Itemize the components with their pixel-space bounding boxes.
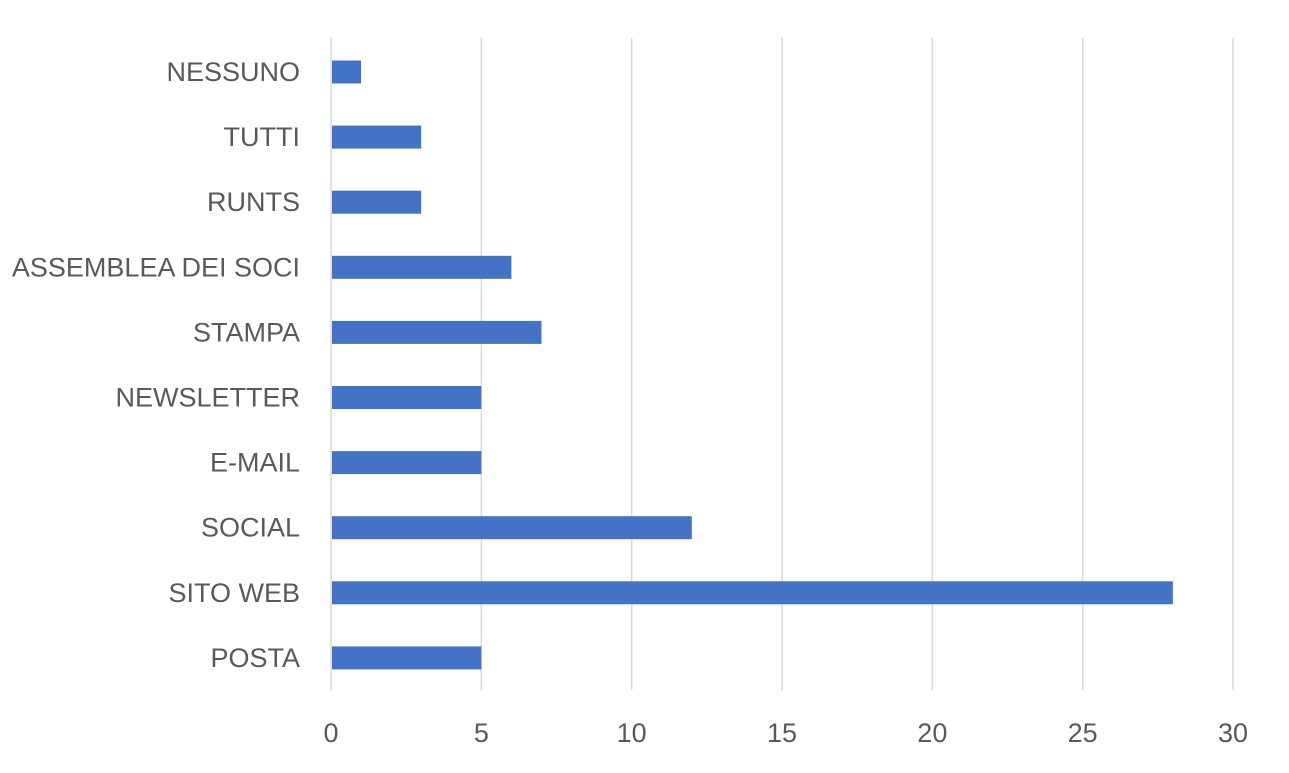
bar-social bbox=[332, 516, 692, 540]
category-label: NEWSLETTER bbox=[115, 383, 300, 413]
bar-layer bbox=[332, 60, 1173, 670]
bar-tutti bbox=[332, 125, 422, 149]
category-label: POSTA bbox=[210, 643, 300, 673]
category-label: STAMPA bbox=[193, 317, 300, 347]
category-label: E-MAIL bbox=[210, 448, 300, 478]
bar-posta bbox=[332, 646, 482, 670]
bar-runts bbox=[332, 190, 422, 214]
x-tick-label: 5 bbox=[474, 718, 489, 748]
grid-layer bbox=[330, 38, 1234, 690]
x-tick-label: 20 bbox=[917, 718, 947, 748]
label-layer: 0 5 10 15 20 25 30 NESSUNO TUTTI RUNTS ASSEMBLEA D… bbox=[12, 57, 1248, 748]
category-label: NESSUNO bbox=[166, 57, 300, 87]
x-tick-label: 30 bbox=[1218, 718, 1248, 748]
bar-nessuno bbox=[332, 60, 362, 84]
x-tick-label: 10 bbox=[617, 718, 647, 748]
category-label: ASSEMBLEA DEI SOCI bbox=[12, 252, 300, 282]
bar-e-mail bbox=[332, 451, 482, 475]
bar-assemblea-dei-soci bbox=[332, 255, 512, 279]
x-tick-label: 25 bbox=[1068, 718, 1098, 748]
category-label: SITO WEB bbox=[168, 578, 300, 608]
category-label: TUTTI bbox=[224, 122, 300, 152]
category-label: SOCIAL bbox=[201, 513, 300, 543]
x-tick-label: 15 bbox=[767, 718, 797, 748]
category-label: RUNTS bbox=[207, 187, 300, 217]
bar-newsletter bbox=[332, 386, 482, 409]
x-tick-label: 0 bbox=[323, 718, 338, 748]
bar-sito-web bbox=[332, 581, 1173, 605]
bar-stampa bbox=[332, 320, 542, 344]
